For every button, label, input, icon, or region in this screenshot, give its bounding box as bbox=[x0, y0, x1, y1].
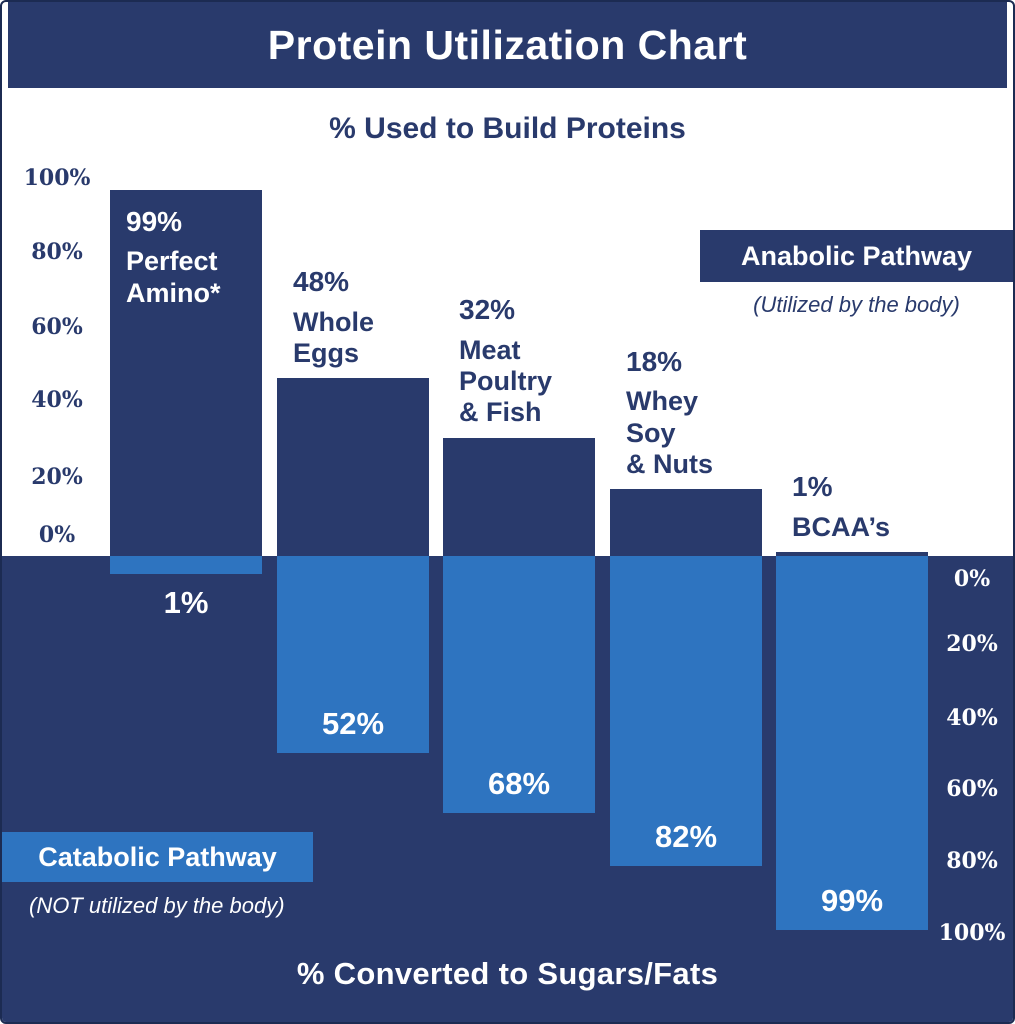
left-axis-tick: 100% bbox=[23, 165, 91, 191]
category-label: BCAA’s bbox=[792, 511, 891, 542]
catabolic-axis-title: % Converted to Sugars/Fats bbox=[296, 956, 719, 991]
right-axis-tick: 100% bbox=[938, 920, 1006, 946]
bar-group-bcaas: 1% BCAA’s 99% bbox=[776, 2, 928, 1022]
bar-label: 48% Whole Eggs bbox=[293, 265, 488, 369]
catabolic-pathway-label: Catabolic Pathway bbox=[38, 842, 277, 872]
right-axis-tick: 60% bbox=[946, 776, 998, 802]
right-axis-tick: 20% bbox=[946, 631, 998, 657]
anabolic-value-label: 32% bbox=[459, 293, 516, 325]
bar-label: 32% Meat Poultry & Fish bbox=[459, 293, 654, 429]
chart-title-band: Protein Utilization Chart bbox=[8, 2, 1007, 88]
catabolic-bar bbox=[610, 556, 762, 866]
anabolic-axis-title: % Used to Build Proteins bbox=[329, 112, 686, 145]
bar-label: 1% BCAA’s bbox=[792, 470, 987, 543]
right-axis-tick: 80% bbox=[946, 848, 998, 874]
bar-group-whey-soy-nuts: 18% Whey Soy & Nuts 82% bbox=[610, 2, 762, 1022]
right-axis-tick: 0% bbox=[953, 566, 991, 592]
category-label: Whey Soy & Nuts bbox=[626, 386, 713, 480]
anabolic-value-label: 18% bbox=[626, 345, 683, 377]
category-label: Meat Poultry & Fish bbox=[459, 334, 553, 428]
bar-group-whole-eggs: 48% Whole Eggs 52% bbox=[277, 2, 429, 1022]
catabolic-pathway-legend: Catabolic Pathway bbox=[2, 832, 313, 882]
left-axis-tick: 20% bbox=[31, 464, 83, 490]
catabolic-bar bbox=[443, 556, 595, 814]
anabolic-value-label: 99% bbox=[126, 205, 183, 237]
left-axis-tick: 40% bbox=[31, 387, 83, 413]
catabolic-value-label: 52% bbox=[321, 705, 385, 741]
catabolic-value-label: 99% bbox=[820, 883, 884, 919]
anabolic-bar bbox=[277, 378, 429, 556]
catabolic-value-label: 68% bbox=[487, 766, 551, 802]
catabolic-value-label: 82% bbox=[654, 818, 718, 854]
category-label: Whole Eggs bbox=[293, 306, 374, 369]
chart-title: Protein Utilization Chart bbox=[267, 22, 748, 68]
catabolic-bar bbox=[776, 556, 928, 931]
anabolic-value-label: 1% bbox=[792, 470, 833, 502]
bar-label: 18% Whey Soy & Nuts bbox=[626, 345, 821, 481]
anabolic-value-label: 48% bbox=[293, 265, 350, 297]
anabolic-pathway-note: (Utilized by the body) bbox=[753, 292, 960, 317]
right-axis-tick: 40% bbox=[946, 705, 998, 731]
catabolic-bar bbox=[277, 556, 429, 753]
anabolic-pathway-legend: Anabolic Pathway bbox=[700, 230, 1013, 282]
catabolic-bar bbox=[110, 556, 262, 574]
anabolic-pathway-label: Anabolic Pathway bbox=[740, 241, 973, 271]
left-axis-tick: 0% bbox=[38, 522, 76, 548]
anabolic-bar bbox=[443, 437, 595, 556]
left-axis-tick: 80% bbox=[31, 239, 83, 265]
anabolic-bar bbox=[110, 189, 262, 556]
anabolic-bar bbox=[610, 489, 762, 556]
anabolic-bar bbox=[776, 552, 928, 556]
bar-group-meat-poultry-fish: 32% Meat Poultry & Fish 68% bbox=[443, 2, 595, 1022]
bar-label: 99% Perfect Amino* bbox=[126, 205, 321, 309]
bar-group-perfect-amino: 99% Perfect Amino* 1% bbox=[110, 2, 262, 1022]
category-label: Perfect Amino* bbox=[126, 246, 221, 308]
catabolic-value-label: 1% bbox=[163, 585, 209, 620]
catabolic-pathway-note: (NOT utilized by the body) bbox=[29, 893, 285, 918]
left-axis-tick: 60% bbox=[31, 314, 83, 340]
